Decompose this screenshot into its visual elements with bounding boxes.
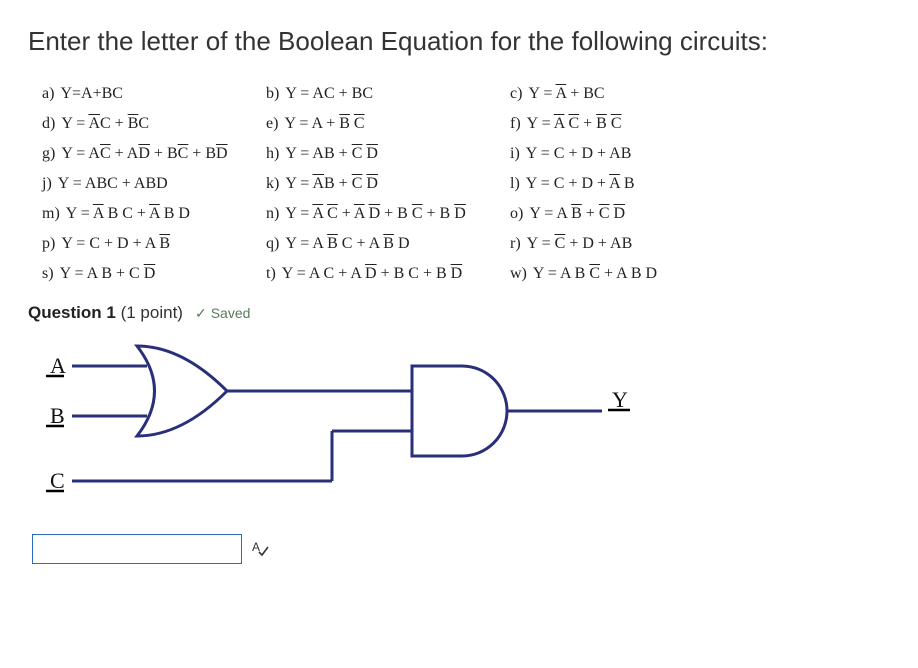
circuit-diagram: A B C Y [32, 331, 890, 516]
answer-input[interactable] [32, 534, 242, 564]
option-n: n)Y = A C + A D + B C + B D [266, 205, 496, 223]
option-s: s)Y = A B + C D [42, 265, 252, 283]
question-points: (1 point) [121, 303, 183, 322]
output-label-y: Y [612, 387, 628, 412]
option-a: a)Y=A+BC [42, 85, 252, 103]
option-t: t)Y = A C + A D + B C + B D [266, 265, 496, 283]
option-f: f)Y = A C + B C [510, 115, 730, 133]
option-q: q)Y = A B C + A B D [266, 235, 496, 253]
option-b: b)Y = AC + BC [266, 85, 496, 103]
option-d: d)Y = AC + BC [42, 115, 252, 133]
option-l: l)Y = C + D + A B [510, 175, 730, 193]
saved-status: ✓ Saved [195, 305, 250, 322]
question-title: Question 1 [28, 303, 116, 322]
option-e: e)Y = A + B C [266, 115, 496, 133]
options-grid: a)Y=A+BC b)Y = AC + BC c)Y = A + BC d)Y … [42, 85, 890, 283]
option-g: g)Y = AC + AD + BC + BD [42, 145, 252, 163]
option-k: k)Y = AB + C D [266, 175, 496, 193]
svg-text:A: A [252, 540, 260, 554]
option-m: m)Y = A B C + A B D [42, 205, 252, 223]
answer-row: A [32, 534, 890, 564]
option-w: w)Y = A B C + A B D [510, 265, 730, 283]
page-prompt: Enter the letter of the Boolean Equation… [28, 24, 890, 59]
input-label-c: C [50, 468, 65, 493]
option-r: r)Y = C + D + AB [510, 235, 730, 253]
input-label-b: B [50, 403, 65, 428]
option-o: o)Y = A B + C D [510, 205, 730, 223]
option-i: i)Y = C + D + AB [510, 145, 730, 163]
option-h: h)Y = AB + C D [266, 145, 496, 163]
option-p: p)Y = C + D + A B [42, 235, 252, 253]
input-label-a: A [50, 353, 66, 378]
question-header: Question 1 (1 point) ✓ Saved [28, 303, 890, 323]
spellcheck-icon[interactable]: A [252, 539, 270, 559]
check-icon: ✓ [195, 305, 207, 322]
option-c: c)Y = A + BC [510, 85, 730, 103]
option-j: j)Y = ABC + ABD [42, 175, 252, 193]
